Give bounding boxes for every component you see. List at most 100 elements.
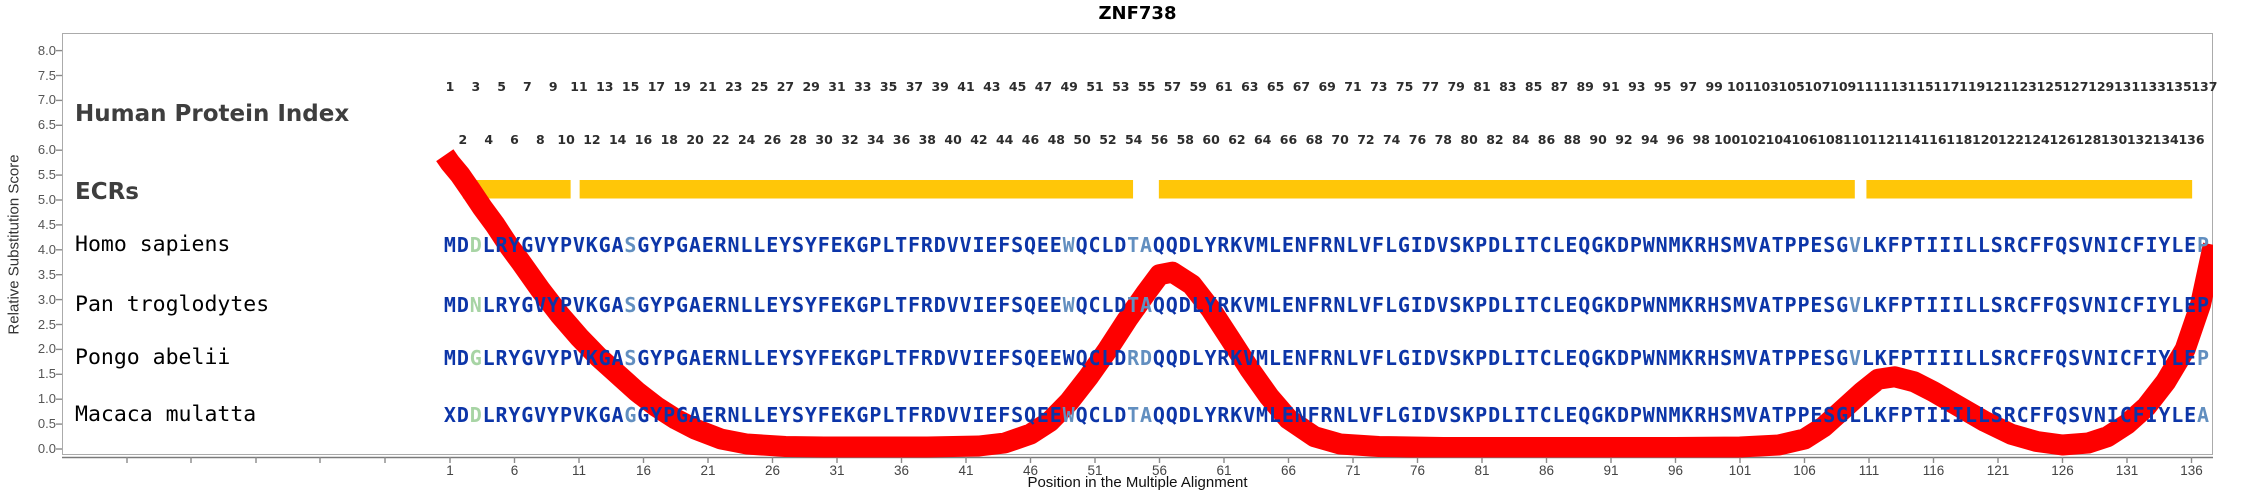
index-number-even: 116 — [1920, 132, 1947, 147]
index-number-odd: 29 — [802, 79, 820, 94]
index-number-even: 48 — [1047, 132, 1065, 147]
index-number-even: 60 — [1202, 132, 1220, 147]
index-number-odd: 67 — [1292, 79, 1311, 94]
species-label-macaca-mulatta: Macaca mulatta — [75, 402, 257, 427]
index-number-even: 38 — [918, 132, 936, 147]
x-tick-label: 61 — [1216, 463, 1232, 478]
index-number-odd: 93 — [1628, 79, 1646, 94]
x-tick-label: 6 — [510, 463, 519, 478]
y-tick-label: 4.0 — [37, 241, 56, 257]
x-tick-label: 86 — [1538, 463, 1555, 478]
index-number-even: 22 — [712, 132, 730, 147]
index-number-even: 52 — [1099, 132, 1117, 147]
index-number-odd: 101 — [1726, 79, 1754, 94]
y-tick-label: 0.0 — [37, 441, 56, 456]
index-number-even: 68 — [1305, 132, 1323, 147]
index-number-even: 94 — [1640, 132, 1659, 147]
index-number-odd: 121 — [1984, 79, 2012, 94]
index-number-odd: 49 — [1060, 79, 1078, 94]
index-number-even: 34 — [866, 132, 885, 147]
index-number-odd: 7 — [523, 79, 532, 94]
x-tick-label: 136 — [2180, 463, 2203, 478]
index-number-even: 20 — [686, 132, 704, 147]
index-number-odd: 107 — [1804, 79, 1831, 94]
y-tick-label: 8.0 — [37, 42, 56, 58]
y-tick-label: 4.5 — [37, 216, 56, 232]
index-number-odd: 125 — [2036, 79, 2063, 94]
index-number-odd: 51 — [1086, 79, 1104, 94]
index-number-odd: 69 — [1318, 79, 1336, 94]
index-number-even: 18 — [660, 132, 678, 147]
index-number-even: 132 — [2126, 132, 2153, 147]
x-tick-label: 76 — [1409, 463, 1426, 478]
index-number-odd: 45 — [1008, 79, 1027, 94]
index-number-even: 12 — [583, 132, 601, 147]
index-number-odd: 41 — [957, 79, 975, 94]
index-number-odd: 113 — [1881, 79, 1908, 94]
index-number-even: 126 — [2049, 132, 2076, 147]
x-tick-label: 51 — [1087, 463, 1103, 478]
index-number-even: 62 — [1228, 132, 1246, 147]
index-number-odd: 81 — [1473, 79, 1491, 94]
index-number-odd: 1 — [445, 79, 455, 94]
index-number-even: 122 — [1997, 132, 2024, 147]
index-number-odd: 43 — [983, 79, 1001, 94]
index-number-even: 26 — [763, 132, 782, 147]
index-number-odd: 25 — [750, 79, 769, 94]
index-number-even: 72 — [1357, 132, 1375, 147]
x-tick-label: 81 — [1474, 463, 1490, 478]
index-number-even: 54 — [1124, 132, 1143, 147]
index-number-odd: 75 — [1395, 79, 1414, 94]
index-number-odd: 91 — [1602, 79, 1620, 94]
index-number-odd: 77 — [1421, 79, 1440, 94]
index-number-odd: 79 — [1447, 79, 1465, 94]
x-tick-label: 41 — [958, 463, 974, 478]
index-number-even: 30 — [815, 132, 833, 147]
index-number-odd: 131 — [2113, 79, 2141, 94]
species-label-pan-troglodytes: Pan troglodytes — [75, 292, 270, 317]
index-number-odd: 47 — [1034, 79, 1053, 94]
y-tick-label: 6.5 — [37, 117, 56, 133]
index-number-even: 96 — [1666, 132, 1685, 147]
x-tick-label: 131 — [2115, 463, 2139, 478]
index-number-even: 32 — [841, 132, 859, 147]
x-tick-label: 91 — [1603, 463, 1619, 478]
index-number-even: 78 — [1434, 132, 1452, 147]
index-number-odd: 11 — [570, 79, 588, 94]
index-number-odd: 103 — [1752, 79, 1779, 94]
y-tick-label: 3.5 — [37, 266, 56, 282]
index-number-even: 36 — [892, 132, 911, 147]
index-number-even: 118 — [1946, 132, 1973, 147]
row-label-ecrs: ECRs — [75, 179, 139, 205]
index-number-odd: 23 — [725, 79, 743, 94]
index-number-odd: 133 — [2139, 79, 2166, 94]
y-tick-label: 2.0 — [37, 341, 56, 357]
index-number-even: 46 — [1021, 132, 1040, 147]
index-number-even: 124 — [2023, 132, 2050, 147]
y-tick-label: 1.0 — [37, 391, 56, 407]
index-number-even: 90 — [1589, 132, 1607, 147]
index-number-even: 106 — [1791, 132, 1818, 147]
index-number-even: 102 — [1739, 132, 1766, 147]
index-number-odd: 5 — [497, 79, 506, 94]
x-tick-label: 106 — [1793, 463, 1816, 478]
index-number-even: 112 — [1868, 132, 1895, 147]
index-number-odd: 97 — [1679, 79, 1698, 94]
index-number-even: 92 — [1615, 132, 1633, 147]
index-number-odd: 119 — [1959, 79, 1986, 94]
index-number-odd: 13 — [596, 79, 614, 94]
x-tick-label: 116 — [1922, 463, 1945, 478]
index-number-odd: 55 — [1137, 79, 1156, 94]
index-number-even: 10 — [557, 132, 575, 147]
y-tick-label: 2.5 — [37, 316, 56, 332]
y-tick-label: 0.5 — [37, 416, 56, 432]
x-tick-label: 111 — [1858, 463, 1880, 478]
x-tick-label: 16 — [635, 463, 652, 478]
y-tick-label: 5.0 — [37, 192, 56, 207]
y-tick-label: 3.0 — [37, 291, 56, 307]
index-number-even: 50 — [1073, 132, 1091, 147]
index-number-odd: 95 — [1653, 79, 1672, 94]
index-number-even: 28 — [789, 132, 807, 147]
y-tick-label: 7.5 — [37, 67, 56, 83]
index-number-odd: 89 — [1576, 79, 1594, 94]
